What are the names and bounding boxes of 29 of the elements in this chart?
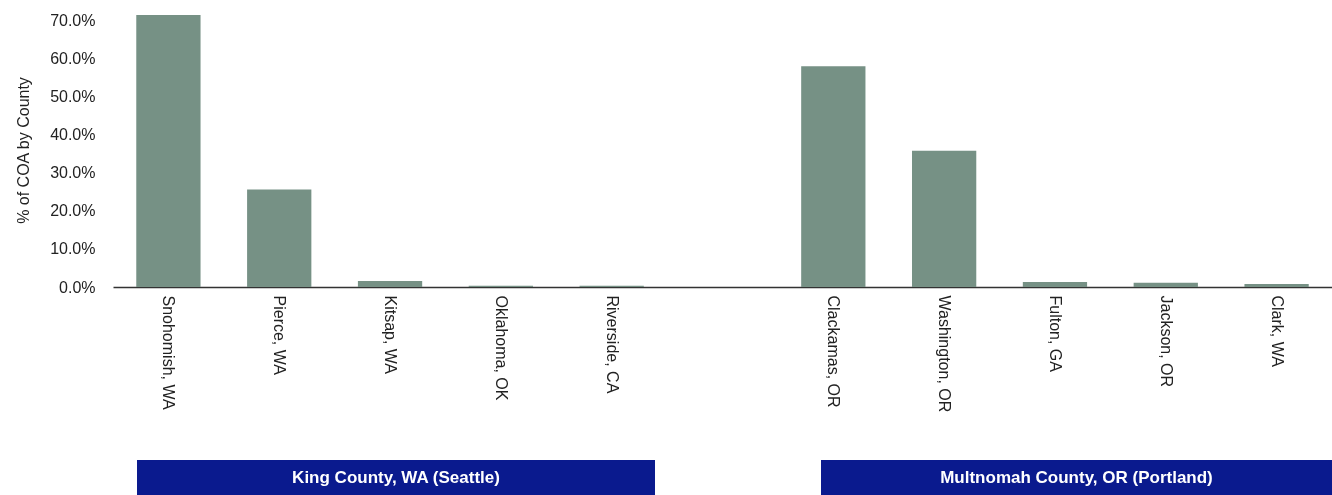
y-tick-label: 40.0%	[50, 126, 96, 144]
y-tick-label: 20.0%	[50, 202, 96, 220]
bar	[357, 280, 423, 287]
bar	[247, 189, 312, 287]
bar	[1133, 282, 1198, 287]
bar	[136, 14, 201, 287]
group-label-box: King County, WA (Seattle)	[137, 460, 655, 495]
x-tick-label: Riverside, CA	[603, 295, 621, 394]
y-tick-label: 0.0%	[59, 278, 96, 296]
bar	[801, 66, 866, 287]
x-tick-label: Pierce, WA	[271, 295, 289, 376]
bar	[1022, 282, 1088, 287]
y-tick-label: 70.0%	[50, 12, 96, 30]
y-tick-label: 60.0%	[50, 50, 96, 68]
bar	[912, 150, 977, 287]
x-tick-label: Snohomish, WA	[160, 295, 178, 410]
group-label-box: Multnomah County, OR (Portland)	[821, 460, 1332, 495]
x-tick-label: Clackamas, OR	[825, 295, 843, 408]
y-tick-label: 30.0%	[50, 164, 96, 182]
y-axis-title: % of COA by County	[15, 77, 33, 224]
bar	[1244, 283, 1309, 287]
x-tick-label: Fulton, GA	[1046, 295, 1064, 373]
x-tick-label: Clark, WA	[1268, 295, 1286, 368]
x-tick-label: Washington, OR	[936, 295, 954, 413]
y-tick-label: 10.0%	[50, 240, 96, 258]
y-tick-label: 50.0%	[50, 88, 96, 106]
x-tick-label: Oklahoma, OK	[492, 295, 510, 401]
x-tick-label: Jackson, OR	[1157, 295, 1175, 388]
x-tick-label: Kitsap, WA	[382, 295, 400, 375]
